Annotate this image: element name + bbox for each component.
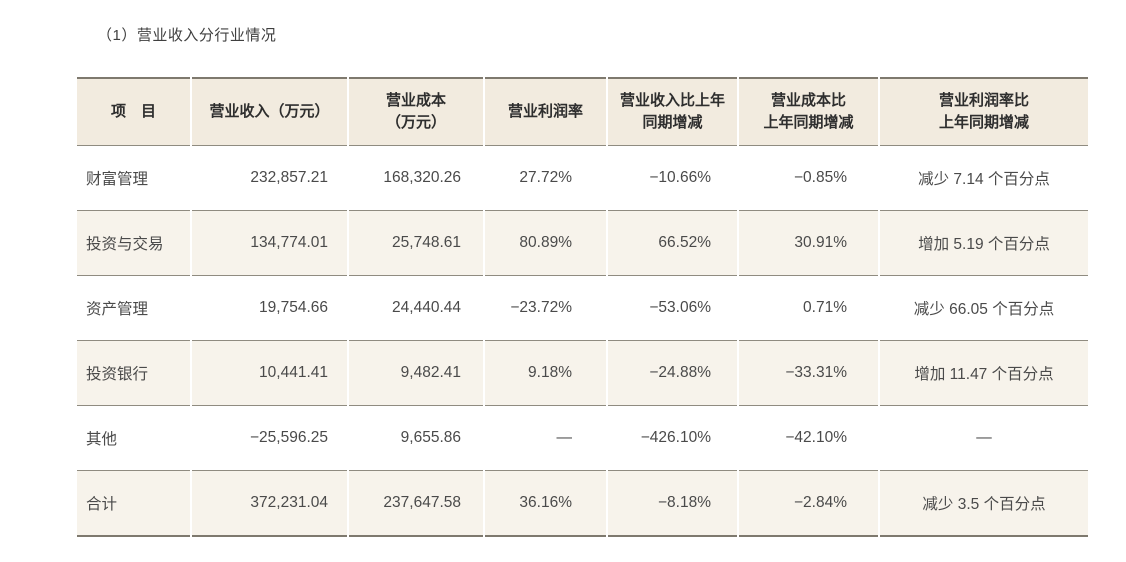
column-header-line: 营业利润率 (507, 103, 583, 121)
cell-investment-banking-item: 投资银行 (77, 341, 190, 406)
column-header-line: 项 目 (110, 103, 156, 121)
cell-investment-banking-profit-margin: 9.18% (485, 341, 606, 406)
cell-investment-trading-margin-yoy: 增加 5.19 个百分点 (880, 211, 1088, 276)
column-header-line: 营业成本 (385, 92, 446, 110)
table-row-wealth-management: 财富管理 232,857.21 168,320.26 27.72% −10.66% −0.… (77, 146, 1088, 211)
cell-total-item: 合计 (77, 471, 190, 537)
cell-other-item: 其他 (77, 406, 190, 471)
cell-total-cost: 237,647.58 (349, 471, 483, 537)
table-row-total: 合计 372,231.04 237,647.58 36.16% −8.18% −2.84%… (77, 471, 1088, 537)
column-header-line: 营业成本比 (770, 92, 846, 110)
table-header: 项 目营业收入（万元） 营业成本 （万元） 营业利润率 营业收入比上年 同期增减 营业成本比… (77, 77, 1088, 146)
cell-wealth-management-margin-yoy: 减少 7.14 个百分点 (880, 146, 1088, 211)
cell-investment-banking-cost: 9,482.41 (349, 341, 483, 406)
table-row-other: 其他 −25,596.25 9,655.86— −426.10% −42.10% — (77, 406, 1088, 471)
table-body: 财富管理 232,857.21 168,320.26 27.72% −10.66% −0.… (77, 146, 1088, 537)
cell-total-revenue-yoy: −8.18% (608, 471, 737, 537)
cell-wealth-management-item: 财富管理 (77, 146, 190, 211)
cell-wealth-management-cost-yoy: −0.85% (739, 146, 878, 211)
table-header-row: 项 目营业收入（万元） 营业成本 （万元） 营业利润率 营业收入比上年 同期增减 营业成本比… (77, 77, 1088, 146)
cell-total-margin-yoy: 减少 3.5 个百分点 (880, 471, 1088, 537)
column-header-cost: 营业成本 （万元） (349, 77, 483, 146)
column-header-item: 项 目 (77, 77, 190, 146)
section-title: （1）营业收入分行业情况 (97, 27, 277, 44)
column-header-line: 同期增减 (642, 114, 703, 131)
cell-wealth-management-revenue: 232,857.21 (192, 146, 347, 211)
industry-revenue-table: 项 目营业收入（万元） 营业成本 （万元） 营业利润率 营业收入比上年 同期增减 营业成本比… (75, 77, 1090, 537)
cell-investment-trading-item: 投资与交易 (77, 211, 190, 276)
cell-asset-management-item: 资产管理 (77, 276, 190, 341)
cell-other-revenue: −25,596.25 (192, 406, 347, 471)
cell-asset-management-revenue-yoy: −53.06% (608, 276, 737, 341)
cell-total-cost-yoy: −2.84% (739, 471, 878, 537)
cell-investment-trading-profit-margin: 80.89% (485, 211, 606, 276)
column-header-line: 上年同期增减 (763, 114, 854, 131)
column-header-revenue-yoy: 营业收入比上年 同期增减 (608, 77, 737, 146)
cell-other-margin-yoy: — (880, 406, 1088, 471)
cell-investment-banking-revenue-yoy: −24.88% (608, 341, 737, 406)
cell-other-cost: 9,655.86 (349, 406, 483, 471)
cell-wealth-management-revenue-yoy: −10.66% (608, 146, 737, 211)
column-header-line: 营业收入比上年 (619, 92, 725, 110)
cell-investment-banking-cost-yoy: −33.31% (739, 341, 878, 406)
cell-total-profit-margin: 36.16% (485, 471, 606, 537)
column-header-line: 营业利润率比 (938, 92, 1029, 110)
cell-asset-management-cost: 24,440.44 (349, 276, 483, 341)
cell-investment-trading-cost-yoy: 30.91% (739, 211, 878, 276)
column-header-cost-yoy: 营业成本比上年同期增减 (739, 77, 878, 146)
table-row-asset-management: 资产管理 19,754.66 24,440.44 −23.72% −53.06% 0.71… (77, 276, 1088, 341)
cell-other-revenue-yoy: −426.10% (608, 406, 737, 471)
cell-asset-management-margin-yoy: 减少 66.05 个百分点 (880, 276, 1088, 341)
cell-investment-banking-revenue: 10,441.41 (192, 341, 347, 406)
column-header-revenue: 营业收入（万元） (192, 77, 347, 146)
cell-asset-management-profit-margin: −23.72% (485, 276, 606, 341)
column-header-line: （万元） (385, 114, 446, 131)
cell-total-revenue: 372,231.04 (192, 471, 347, 537)
cell-wealth-management-profit-margin: 27.72% (485, 146, 606, 211)
cell-investment-trading-cost: 25,748.61 (349, 211, 483, 276)
column-header-margin-yoy: 营业利润率比 上年同期增减 (880, 77, 1088, 146)
cell-other-profit-margin: — (485, 406, 606, 471)
cell-wealth-management-cost: 168,320.26 (349, 146, 483, 211)
column-header-line: 营业收入（万元） (209, 103, 330, 121)
cell-asset-management-cost-yoy: 0.71% (739, 276, 878, 341)
cell-investment-trading-revenue-yoy: 66.52% (608, 211, 737, 276)
table-row-investment-banking: 投资银行 10,441.41 9,482.41 9.18% −24.88% −33.31%… (77, 341, 1088, 406)
cell-investment-banking-margin-yoy: 增加 11.47 个百分点 (880, 341, 1088, 406)
column-header-line: 上年同期增减 (938, 114, 1029, 131)
cell-investment-trading-revenue: 134,774.01 (192, 211, 347, 276)
table-row-investment-trading: 投资与交易 134,774.01 25,748.61 80.89% 66.52% 30.9… (77, 211, 1088, 276)
column-header-profit-margin: 营业利润率 (485, 77, 606, 146)
cell-other-cost-yoy: −42.10% (739, 406, 878, 471)
cell-asset-management-revenue: 19,754.66 (192, 276, 347, 341)
